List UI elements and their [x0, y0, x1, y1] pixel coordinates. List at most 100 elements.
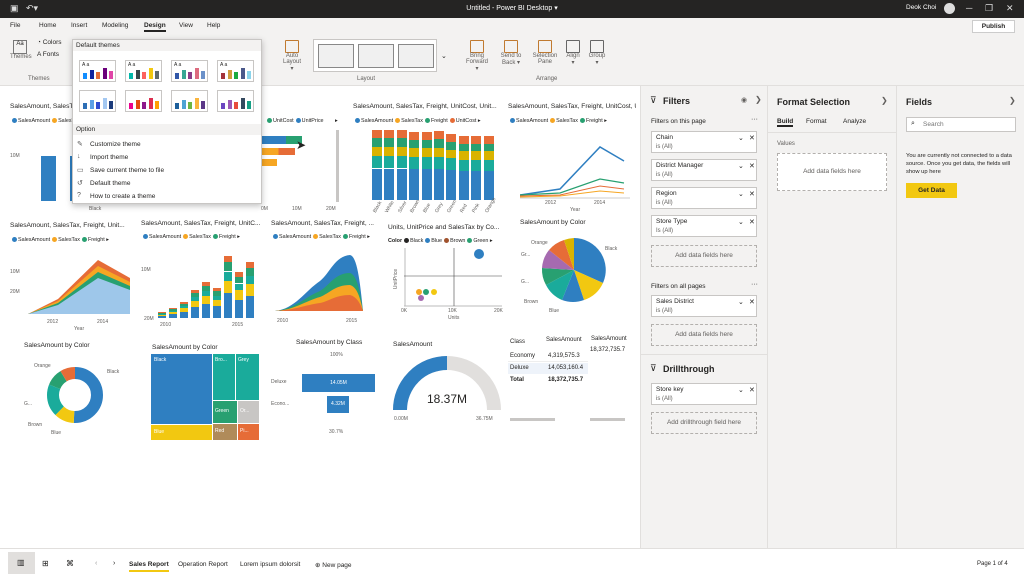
column-header[interactable]: SalesAmount [591, 336, 627, 342]
scatter-point[interactable] [431, 289, 437, 295]
theme-thumbnail[interactable] [125, 90, 162, 112]
bar-segment[interactable] [202, 296, 210, 304]
funnel-bar[interactable]: 14.05M [302, 374, 375, 392]
treemap-tile[interactable]: Green [213, 401, 237, 423]
model-view-icon[interactable]: ⌘ [66, 559, 74, 568]
bar-segment[interactable] [235, 290, 243, 300]
layout-option-3[interactable] [398, 44, 434, 68]
chevron-down-icon[interactable]: ⌄ [738, 191, 744, 198]
pie-slice[interactable] [542, 250, 574, 270]
bar-segment[interactable] [384, 168, 395, 200]
bar-segment[interactable] [372, 138, 382, 147]
bar-segment[interactable] [384, 130, 395, 139]
series-line[interactable] [520, 185, 625, 197]
legend-next-icon[interactable]: ▸ [335, 118, 338, 124]
bar-segment[interactable] [372, 130, 382, 139]
bar-segment[interactable] [169, 312, 177, 314]
bar-segment[interactable] [180, 303, 188, 306]
theme-thumbnail[interactable] [171, 90, 208, 112]
bar-segment[interactable] [471, 151, 482, 160]
area-chart[interactable] [28, 254, 132, 316]
theme-thumbnail[interactable]: A a [217, 60, 254, 82]
send-to-back-button[interactable]: Send to Back ▾ [500, 40, 522, 66]
legend-next-icon[interactable]: ▸ [104, 237, 109, 243]
bar-segment[interactable] [396, 155, 407, 169]
area-series[interactable] [28, 278, 130, 314]
bar-segment[interactable] [372, 146, 382, 156]
filter-card[interactable]: Chain is (All) ⌄ ✕ [651, 131, 757, 153]
tab-format[interactable]: Format [806, 118, 827, 125]
bar-segment[interactable] [446, 141, 457, 150]
bar-segment[interactable] [409, 140, 420, 149]
eye-icon[interactable]: ◉ [741, 97, 748, 104]
series-line[interactable] [520, 178, 625, 196]
fonts-button[interactable]: A Fonts [37, 51, 59, 58]
colors-button[interactable]: ◔ Colors [37, 39, 62, 46]
bar-segment[interactable] [458, 159, 469, 172]
series-line[interactable] [520, 146, 625, 196]
bar-segment[interactable] [235, 276, 243, 284]
horizontal-scrollbar[interactable] [590, 418, 625, 421]
treemap-tile[interactable]: Pi... [238, 424, 259, 440]
page-tab-sales-report[interactable]: Sales Report [129, 561, 169, 572]
treemap-tile[interactable]: Or... [238, 401, 259, 423]
bar-segment[interactable] [246, 295, 254, 318]
bar-segment[interactable] [180, 311, 188, 318]
bar-segment[interactable] [213, 300, 221, 306]
bar-segment[interactable] [169, 314, 177, 318]
bar-segment[interactable] [384, 146, 395, 156]
bar-segment[interactable] [458, 171, 469, 200]
pie-slice[interactable] [574, 238, 606, 283]
column-header[interactable]: SalesAmount [546, 337, 582, 343]
tab-view[interactable]: View [179, 22, 193, 29]
bar[interactable] [70, 156, 73, 201]
matrix-table[interactable]: Class SalesAmount SalesAmount Economy 4,… [508, 334, 632, 434]
add-filter-dropzone[interactable]: Add data fields here [651, 245, 757, 267]
treemap-tile[interactable]: Red [213, 424, 237, 440]
bar-segment[interactable] [224, 262, 232, 272]
save-icon[interactable]: ▣ [10, 3, 19, 13]
theme-thumbnail[interactable] [79, 90, 116, 112]
bar-segment[interactable] [483, 159, 494, 172]
bar-segment[interactable] [471, 143, 482, 152]
data-view-icon[interactable]: ⊞ [42, 559, 49, 568]
bar-segment[interactable] [458, 151, 469, 160]
pie-chart[interactable] [540, 236, 608, 304]
tab-home[interactable]: Home [39, 22, 57, 29]
table-row-total[interactable]: Total 18,372,735.7 [508, 375, 588, 386]
filter-card[interactable]: Region is (All) ⌄ ✕ [651, 187, 757, 209]
layout-option-2[interactable] [358, 44, 394, 68]
group-button[interactable]: Group ▾ [587, 40, 607, 66]
donut-slice[interactable] [47, 367, 103, 423]
bar-segment[interactable] [202, 303, 210, 318]
bar-segment[interactable] [421, 132, 432, 141]
gallery-expand-icon[interactable]: ⌄ [441, 53, 447, 60]
close-icon[interactable]: ✕ [749, 299, 755, 306]
bar-segment[interactable] [191, 297, 199, 302]
column-header[interactable]: Class [510, 339, 526, 345]
pie-slice[interactable] [546, 270, 574, 300]
tab-analyze[interactable]: Analyze [843, 118, 867, 125]
bar-segment[interactable] [409, 132, 420, 141]
bar-segment[interactable] [158, 315, 166, 318]
undo-icon[interactable]: ↶▾ [26, 3, 39, 13]
bar-segment[interactable] [483, 151, 494, 160]
theme-thumbnail[interactable]: A a [125, 60, 162, 82]
publish-button[interactable]: Publish [972, 20, 1015, 33]
close-icon[interactable]: ✕ [749, 387, 755, 394]
bar-segment[interactable] [213, 291, 221, 296]
bar-segment[interactable] [421, 157, 432, 170]
chevron-down-icon[interactable]: ⌄ [738, 387, 744, 394]
tab-modeling[interactable]: Modeling [102, 22, 129, 29]
filter-card[interactable]: District Manager is (All) ⌄ ✕ [651, 159, 757, 181]
bar-segment[interactable] [446, 170, 457, 200]
theme-thumbnail[interactable] [217, 90, 254, 112]
close-icon[interactable]: ✕ [749, 219, 755, 226]
bar-segment[interactable] [246, 284, 254, 296]
bar-segment[interactable] [246, 262, 254, 268]
layout-option-1[interactable] [318, 44, 354, 68]
gauge-fill[interactable] [393, 356, 448, 411]
treemap-tile[interactable]: Bro... [213, 354, 235, 400]
bar-segment[interactable] [169, 310, 177, 312]
bar-segment[interactable] [224, 293, 232, 318]
